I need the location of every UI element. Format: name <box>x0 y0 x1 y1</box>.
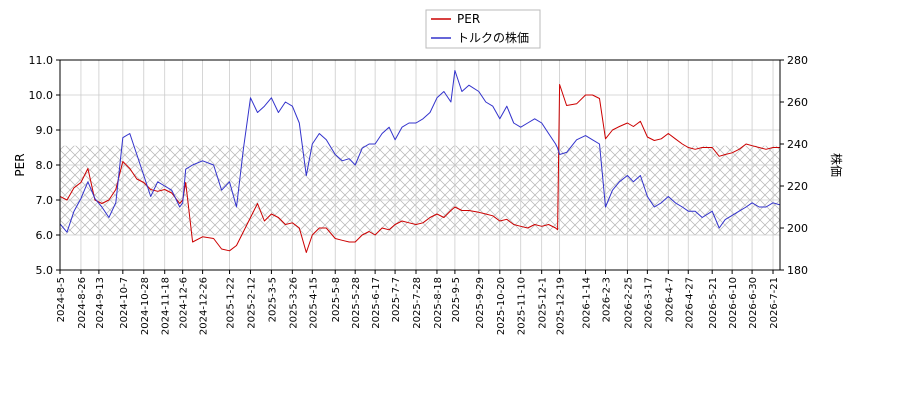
x-tick-label: 2026-2-25 <box>623 277 634 329</box>
x-tick-label: 2026-7-21 <box>769 277 780 329</box>
left-y-tick-label: 6.0 <box>36 229 54 242</box>
x-tick-label: 2025-7-28 <box>412 277 423 329</box>
stock-price-series-line <box>60 70 780 233</box>
per-series-line <box>60 84 780 253</box>
right-y-axis-label: 株価 <box>829 153 844 177</box>
left-y-tick-label: 10.0 <box>29 89 54 102</box>
right-y-tick-label: 220 <box>787 180 808 193</box>
x-tick-label: 2024-9-13 <box>95 277 106 329</box>
x-tick-label: 2026-1-14 <box>582 277 593 329</box>
x-tick-label: 2025-3-5 <box>267 277 278 322</box>
right-y-tick-label: 200 <box>787 222 808 235</box>
left-y-tick-label: 9.0 <box>36 124 54 137</box>
x-tick-label: 2025-10-20 <box>496 277 507 335</box>
x-tick-label: 2026-4-7 <box>664 277 675 322</box>
x-tick-label: 2024-10-28 <box>140 277 151 335</box>
left-y-axis-label: PER <box>13 153 27 176</box>
x-tick-label: 2026-4-27 <box>684 277 695 329</box>
series-lines <box>60 70 780 253</box>
legend: PER トルクの株価 <box>425 9 541 49</box>
x-tick-label: 2026-5-21 <box>708 277 719 329</box>
x-tick-label: 2025-8-18 <box>433 277 444 329</box>
x-tick-label: 2024-8-5 <box>56 277 67 322</box>
x-tick-label: 2026-3-17 <box>643 277 654 329</box>
legend-label-stock-price: トルクの株価 <box>457 30 529 45</box>
x-tick-label: 2024-11-18 <box>161 277 172 335</box>
x-tick-label: 2025-4-15 <box>308 277 319 329</box>
x-tick-label: 2025-5-8 <box>331 277 342 322</box>
legend-box <box>425 9 541 49</box>
x-tick-label: 2025-7-7 <box>391 277 402 322</box>
right-y-tick-label: 260 <box>787 96 808 109</box>
x-tick-label: 2026-6-30 <box>748 277 759 329</box>
per-shaded-band <box>60 145 780 235</box>
x-tick-label: 2024-8-26 <box>77 277 88 329</box>
right-y-tick-label: 280 <box>787 54 808 67</box>
x-tick-label: 2025-6-17 <box>371 277 382 329</box>
right-y-tick-label: 180 <box>787 264 808 277</box>
x-tick-label: 2026-6-10 <box>728 277 739 329</box>
x-tick-label: 2026-2-3 <box>601 277 612 322</box>
left-y-tick-label: 8.0 <box>36 159 54 172</box>
left-y-tick-label: 11.0 <box>29 54 54 67</box>
x-tick-label: 2025-9-5 <box>451 277 462 322</box>
x-tick-label: 2025-2-12 <box>246 277 257 329</box>
x-tick-label: 2025-12-1 <box>538 277 549 329</box>
x-tick-label: 2025-3-26 <box>288 277 299 329</box>
left-y-axis-ticks: 5.0 6.0 7.0 8.0 9.0 10.0 11.0 <box>29 54 60 277</box>
left-y-tick-label: 5.0 <box>36 264 54 277</box>
x-tick-label: 2025-12-19 <box>556 277 567 335</box>
x-tick-label: 2025-5-28 <box>351 277 362 329</box>
right-y-tick-label: 240 <box>787 138 808 151</box>
right-y-axis-ticks: 180 200 220 240 260 280 <box>780 54 808 277</box>
x-axis-ticks: 2024-8-5 2024-8-26 2024-9-13 2024-10-7 2024-… <box>56 270 780 335</box>
x-tick-label: 2025-1-22 <box>226 277 237 329</box>
x-tick-label: 2024-12-6 <box>179 277 190 329</box>
x-tick-label: 2024-12-26 <box>199 277 210 335</box>
legend-label-per: PER <box>457 12 480 26</box>
left-y-tick-label: 7.0 <box>36 194 54 207</box>
x-tick-label: 2025-9-29 <box>475 277 486 329</box>
x-tick-label: 2025-11-10 <box>517 277 528 335</box>
x-tick-label: 2024-10-7 <box>119 277 130 329</box>
